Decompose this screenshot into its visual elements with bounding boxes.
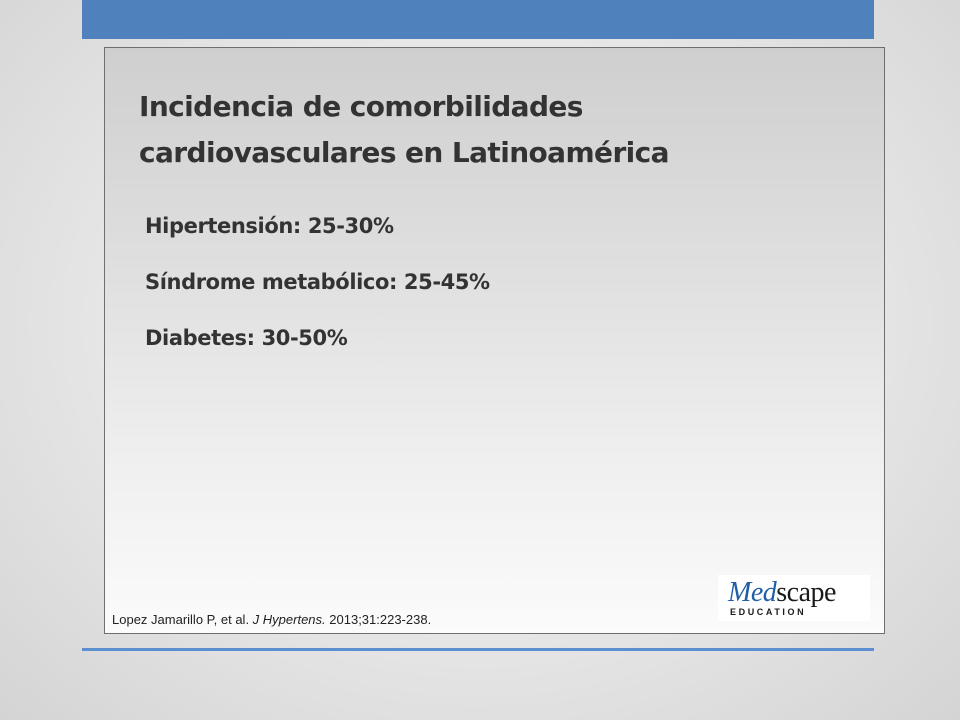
slide-title-line-1: Incidencia de comorbilidades xyxy=(139,90,583,123)
list-item-diabetes: Diabetes: 30-50% xyxy=(145,326,348,350)
list-item-hypertension: Hipertensión: 25-30% xyxy=(145,214,394,238)
slide-content-frame: Incidencia de comorbilidades cardiovascu… xyxy=(104,47,885,634)
slide-title-line-2: cardiovasculares en Latinoamérica xyxy=(139,136,670,169)
logo-wordmark-rest: scape xyxy=(776,577,836,608)
citation: Lopez Jamarillo P, et al. J Hypertens. 2… xyxy=(112,612,431,627)
citation-details: 2013;31:223-238. xyxy=(325,612,432,627)
logo-wordmark: Medscape xyxy=(728,577,836,609)
logo-wordmark-accent: Med xyxy=(728,577,777,608)
comorbidity-list: Hipertensión: 25-30% Síndrome metabólico… xyxy=(145,198,490,366)
medscape-education-logo: Medscape EDUCATION xyxy=(718,575,870,621)
citation-authors: Lopez Jamarillo P, et al. xyxy=(112,612,253,627)
bottom-divider xyxy=(82,648,874,651)
top-accent-bar xyxy=(82,0,874,39)
list-item-metabolic-syndrome: Síndrome metabólico: 25-45% xyxy=(145,270,490,294)
logo-subtitle: EDUCATION xyxy=(730,607,807,617)
slide-title: Incidencia de comorbilidades cardiovascu… xyxy=(139,84,839,176)
citation-journal: J Hypertens. xyxy=(252,612,326,627)
